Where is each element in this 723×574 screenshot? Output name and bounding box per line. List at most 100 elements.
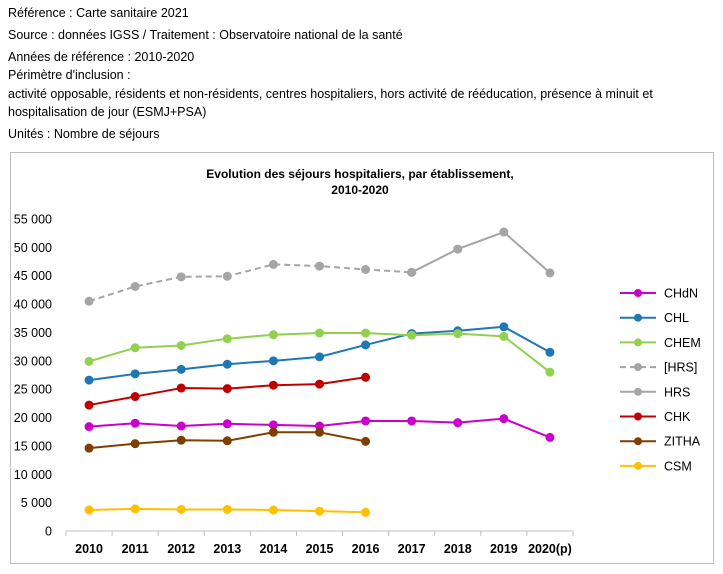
data-point-chl xyxy=(315,352,324,362)
y-tick-label: 0 xyxy=(45,525,52,539)
units-text: Unités : Nombre de séjours xyxy=(8,126,160,141)
legend-marker-chem xyxy=(634,338,642,347)
data-point-chdn xyxy=(407,416,417,426)
data-point-chk xyxy=(130,392,140,402)
legend-label-chdn: CHdN xyxy=(664,287,698,301)
data-point-chdn xyxy=(361,416,371,426)
x-tick-label: 2018 xyxy=(444,542,472,556)
data-point-csm xyxy=(361,507,371,517)
data-point-chl xyxy=(499,322,509,332)
x-tick-label: 2013 xyxy=(213,542,241,556)
data-point-hrs xyxy=(499,227,509,237)
y-tick-label: 55 000 xyxy=(14,213,52,227)
data-point-chdn xyxy=(84,422,94,432)
data-point-zitha xyxy=(315,427,324,437)
reference-text: Référence : Carte sanitaire 2021 xyxy=(8,6,189,20)
y-tick-label: 20 000 xyxy=(14,411,52,425)
data-point-zitha xyxy=(222,436,232,446)
legend-marker-chk xyxy=(634,412,642,421)
y-tick-label: 5 000 xyxy=(21,496,52,510)
data-point-chem xyxy=(545,367,555,377)
x-tick-label: 2012 xyxy=(167,542,195,556)
perimeter-text: activité opposable, résidents et non-rés… xyxy=(8,86,653,119)
data-point-csm xyxy=(268,505,278,515)
data-point-chem xyxy=(407,330,417,340)
data-point-chdn xyxy=(499,414,509,424)
legend-label-zitha: ZITHA xyxy=(664,435,701,449)
data-point-csm xyxy=(130,504,140,514)
data-point-chk xyxy=(361,372,371,382)
data-point-chk xyxy=(315,379,324,389)
data-point-chk xyxy=(84,400,94,410)
data-point-hrs xyxy=(407,267,417,277)
legend-marker-chl xyxy=(634,313,642,322)
x-tick-label: 2010 xyxy=(75,542,103,556)
y-tick-label: 50 000 xyxy=(14,241,52,255)
data-point-hrs xyxy=(545,268,555,278)
data-point-zitha xyxy=(130,439,140,449)
series-line-hrs xyxy=(88,263,412,303)
data-point-chdn xyxy=(268,420,278,430)
legend-marker-hrs xyxy=(634,387,642,396)
y-tick-label: 30 000 xyxy=(14,354,52,368)
data-point-chdn xyxy=(130,418,140,428)
y-tick-label: 35 000 xyxy=(14,326,52,340)
x-tick-label: 2014 xyxy=(260,542,288,556)
data-point-hrs xyxy=(176,272,186,282)
data-point-chl xyxy=(84,375,94,385)
chart-title-line2: 2010-2020 xyxy=(331,183,389,198)
legend-marker-zitha xyxy=(634,437,642,446)
data-point-chl xyxy=(130,369,140,379)
data-point-csm xyxy=(222,504,232,514)
data-point-chdn xyxy=(222,419,232,429)
data-point-chk xyxy=(222,384,232,394)
legend-label-hrs: HRS xyxy=(664,385,690,399)
data-point-chdn xyxy=(453,418,463,428)
data-point-chdn xyxy=(176,421,186,431)
data-point-chl xyxy=(222,359,232,369)
chart-title-line1: Evolution des séjours hospitaliers, par … xyxy=(206,167,514,181)
x-tick-label: 2011 xyxy=(122,542,149,556)
data-point-chl xyxy=(545,347,555,357)
legend-marker-hrs xyxy=(634,363,642,372)
data-point-chem xyxy=(222,334,232,344)
y-tick-label: 45 000 xyxy=(14,269,52,283)
data-point-chem xyxy=(268,330,278,340)
y-tick-label: 40 000 xyxy=(14,298,52,312)
data-point-chem xyxy=(499,331,509,341)
y-tick-label: 25 000 xyxy=(14,383,52,397)
data-point-chem xyxy=(130,343,140,353)
perimeter-label: Périmètre d'inclusion : xyxy=(8,68,131,83)
legend-label-hrs: [HRS] xyxy=(664,361,697,375)
x-tick-label: 2015 xyxy=(306,542,334,556)
x-tick-label: 2016 xyxy=(352,542,380,556)
data-point-chem xyxy=(176,341,186,351)
data-point-hrs xyxy=(222,271,232,281)
data-point-hrs xyxy=(130,282,140,292)
source-text: Source : données IGSS / Traitement : Obs… xyxy=(8,28,403,43)
legend-label-chl: CHL xyxy=(664,311,689,325)
legend-marker-chdn xyxy=(634,289,642,297)
data-point-chk xyxy=(268,380,278,390)
series-line-hrs xyxy=(411,231,551,274)
data-point-chl xyxy=(176,364,186,374)
chart-frame xyxy=(10,152,714,564)
data-point-chem xyxy=(84,356,94,366)
legend-marker-csm xyxy=(634,461,642,470)
data-point-chk xyxy=(176,383,186,393)
data-point-csm xyxy=(84,505,94,515)
x-tick-label: 2019 xyxy=(490,542,518,556)
x-tick-label: 2017 xyxy=(398,542,426,556)
data-point-zitha xyxy=(176,435,186,445)
chart-title: Evolution des séjours hospitaliers, par … xyxy=(160,166,560,198)
metadata-block: Référence : Carte sanitaire 2021 Source … xyxy=(8,4,708,143)
data-point-chem xyxy=(361,328,371,338)
legend-label-csm: CSM xyxy=(664,459,692,473)
data-point-zitha xyxy=(268,427,278,437)
y-tick-label: 10 000 xyxy=(14,468,52,482)
data-point-chl xyxy=(361,340,371,350)
data-point-zitha xyxy=(84,443,94,453)
data-point-zitha xyxy=(361,436,371,446)
years-text: Années de référence : 2010-2020 xyxy=(8,50,195,65)
